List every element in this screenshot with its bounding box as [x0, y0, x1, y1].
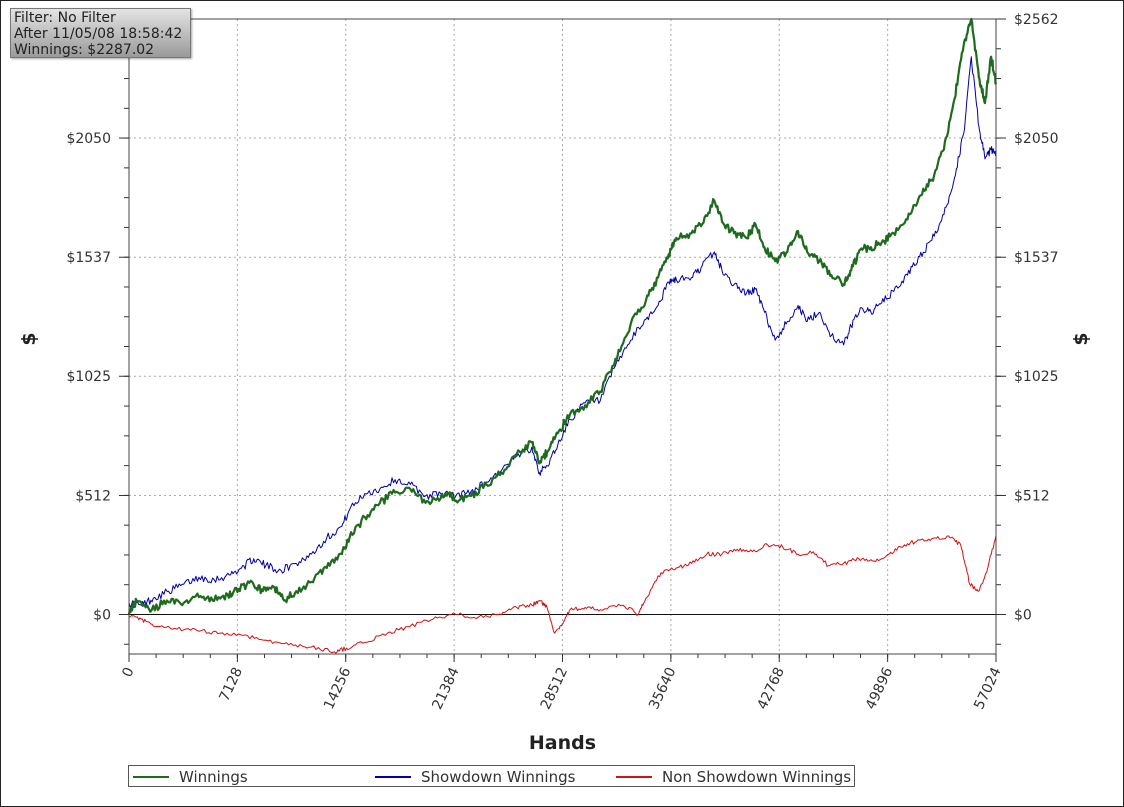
y-tick-label-right: $0 — [1014, 607, 1032, 623]
chart-legend: Winnings Showdown Winnings Non Showdown … — [128, 765, 855, 787]
x-tick-label: 35640 — [646, 665, 679, 712]
x-tick-label: 14256 — [321, 665, 354, 712]
y-tick-label-right: $1025 — [1014, 369, 1059, 385]
y-axis-title-left: $ — [18, 332, 40, 345]
y-tick-label-left: $0 — [93, 607, 111, 623]
y-tick-label-right: $1537 — [1014, 250, 1059, 266]
y-tick-label-left: $512 — [75, 488, 111, 504]
y-tick-label-right: $2562 — [1014, 12, 1059, 28]
legend-label-winnings: Winnings — [179, 767, 248, 786]
legend-item-showdown: Showdown Winnings — [375, 767, 575, 786]
series-line-showdown-winnings — [128, 56, 997, 608]
y-tick-label-right: $512 — [1014, 488, 1050, 504]
y-tick-label-left: $1025 — [66, 369, 111, 385]
winnings-total-text: Winnings: $2287.02 — [14, 42, 155, 58]
legend-swatch-showdown — [375, 775, 411, 778]
legend-swatch-non-showdown — [616, 775, 652, 778]
after-date-text: After 11/05/08 18:58:42 — [14, 26, 183, 42]
series-line-winnings — [127, 17, 998, 615]
tick-labels: 0 7128 14256 21384 28512 35640 42768 49896 57024… — [66, 12, 1058, 712]
x-tick-label: 28512 — [538, 665, 571, 712]
filter-info-box: Filter: No Filter After 11/05/08 18:58:4… — [10, 8, 191, 58]
legend-label-showdown: Showdown Winnings — [421, 767, 576, 786]
legend-swatch-winnings — [133, 775, 169, 778]
filter-text: Filter: No Filter — [14, 10, 116, 26]
x-tick-label: 0 — [119, 665, 137, 680]
x-axis-title: Hands — [529, 732, 596, 754]
y-axis-title-right: $ — [1070, 332, 1092, 345]
x-tick-label: 49896 — [863, 665, 896, 712]
legend-item-non-showdown: Non Showdown Winnings — [616, 767, 851, 786]
grid — [129, 19, 996, 654]
x-tick-label: 21384 — [429, 665, 462, 712]
y-tick-label-left: $2050 — [66, 131, 111, 147]
y-tick-label-left: $1537 — [66, 250, 111, 266]
x-tick-label: 42768 — [755, 665, 788, 712]
y-tick-label-right: $2050 — [1014, 131, 1059, 147]
series-lines — [127, 17, 998, 654]
series-line-non-showdown-winnings — [128, 535, 997, 654]
x-tick-label: 7128 — [216, 665, 246, 704]
x-tick-label: 57024 — [971, 665, 1004, 712]
legend-item-winnings: Winnings — [133, 767, 248, 786]
legend-label-non-showdown: Non Showdown Winnings — [662, 767, 852, 786]
